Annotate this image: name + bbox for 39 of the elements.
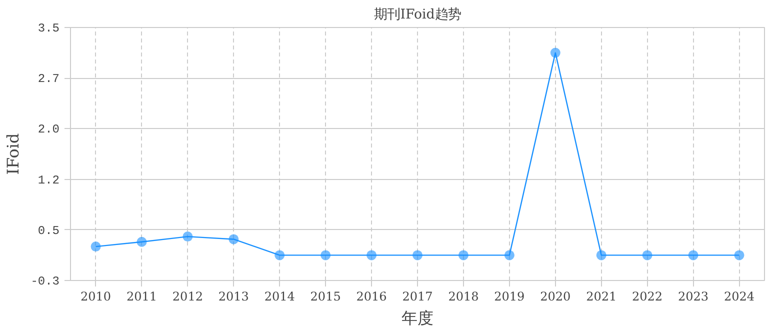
point xyxy=(412,250,422,260)
x-tick-label: 2011 xyxy=(126,290,158,304)
y-tick-label: 2.7 xyxy=(38,72,60,86)
point xyxy=(320,250,331,260)
point xyxy=(274,250,285,260)
x-tick-label: 2022 xyxy=(632,290,663,304)
chart-title: 期刊IFoid趋势 xyxy=(374,8,461,22)
x-tick-label: 2012 xyxy=(172,290,203,304)
y-tick-label: -0.3 xyxy=(30,274,60,288)
y-tick-label: 0.5 xyxy=(38,224,60,238)
x-tick-label: 2015 xyxy=(310,290,341,304)
point xyxy=(182,232,193,242)
x-tick-label: 2020 xyxy=(540,290,571,304)
x-tick-label: 2023 xyxy=(678,290,709,304)
point xyxy=(596,250,606,260)
y-axis-title: IFoid xyxy=(4,133,23,175)
y-tick-label: 3.5 xyxy=(38,22,60,36)
point xyxy=(228,234,239,244)
y-tick-label: 1.2 xyxy=(38,173,60,188)
point xyxy=(90,242,101,252)
x-tick-label: 2016 xyxy=(356,290,387,304)
point xyxy=(550,48,560,58)
x-tick-label: 2014 xyxy=(264,290,296,304)
point xyxy=(458,250,468,260)
point xyxy=(688,250,698,260)
x-tick-label: 2021 xyxy=(586,290,617,304)
y-tick-label: 2.0 xyxy=(38,122,60,137)
x-tick-label: 2019 xyxy=(494,290,525,304)
x-tick-label: 2024 xyxy=(724,290,755,304)
x-axis-title: 年度 xyxy=(402,308,434,328)
point xyxy=(504,250,514,260)
point xyxy=(366,250,377,260)
point xyxy=(734,250,744,260)
point xyxy=(136,236,147,247)
x-tick-label: 2018 xyxy=(448,290,479,304)
x-tick-label: 2010 xyxy=(80,290,112,304)
x-tick-label: 2013 xyxy=(218,290,249,304)
x-tick-label: 2017 xyxy=(402,290,433,304)
point xyxy=(642,250,652,260)
